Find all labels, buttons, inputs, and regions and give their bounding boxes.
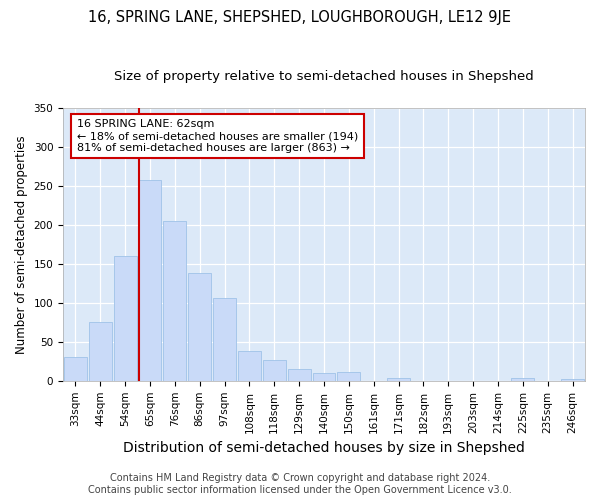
Bar <box>263 360 286 381</box>
Text: 16 SPRING LANE: 62sqm
← 18% of semi-detached houses are smaller (194)
81% of sem: 16 SPRING LANE: 62sqm ← 18% of semi-deta… <box>77 120 358 152</box>
Bar <box>288 369 311 381</box>
Title: Size of property relative to semi-detached houses in Shepshed: Size of property relative to semi-detach… <box>114 70 534 83</box>
Bar <box>387 378 410 381</box>
Bar <box>561 380 584 381</box>
Y-axis label: Number of semi-detached properties: Number of semi-detached properties <box>15 135 28 354</box>
Bar <box>337 372 361 381</box>
Bar <box>89 322 112 381</box>
Bar <box>188 273 211 381</box>
X-axis label: Distribution of semi-detached houses by size in Shepshed: Distribution of semi-detached houses by … <box>123 441 525 455</box>
Bar <box>114 256 137 381</box>
Bar <box>238 351 261 381</box>
Bar <box>163 221 187 381</box>
Bar <box>511 378 534 381</box>
Text: Contains HM Land Registry data © Crown copyright and database right 2024.
Contai: Contains HM Land Registry data © Crown c… <box>88 474 512 495</box>
Bar <box>139 180 161 381</box>
Bar <box>64 358 87 381</box>
Text: 16, SPRING LANE, SHEPSHED, LOUGHBOROUGH, LE12 9JE: 16, SPRING LANE, SHEPSHED, LOUGHBOROUGH,… <box>89 10 511 25</box>
Bar <box>213 298 236 381</box>
Bar <box>313 373 335 381</box>
